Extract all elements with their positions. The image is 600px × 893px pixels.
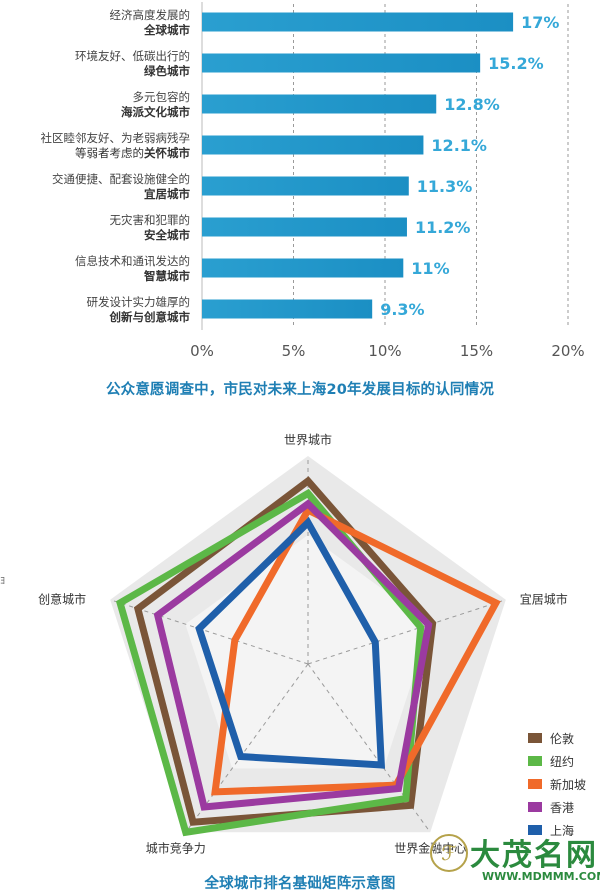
watermark-logo-icon: ℱ [430,834,468,872]
legend-swatch [528,756,542,766]
bar [202,299,373,319]
radar-series-新加坡 [211,505,501,796]
bar-value-label: 11.3% [417,177,473,196]
category-label-line2: 安全城市 [144,228,190,242]
bar [202,135,424,155]
radar-chart-panel: 世界城市 宜居城市 世界金融中心 城市竞争力 创意城市 伦敦 纽约 新加坡 香港 上海 [0,420,600,891]
legend-label: 伦敦 [550,731,574,746]
x-tick-label: 20% [551,342,584,360]
category-label-line2: 海派文化城市 [121,105,190,119]
category-label-line2: 等弱者考虑的关怀城市 [75,146,190,160]
radar-spoke [110,599,309,665]
bar [202,94,437,114]
category-label-line1: 交通便捷、配套设施健全的 [52,172,190,186]
bar [202,258,404,278]
legend-label: 纽约 [550,754,574,769]
legend-label: 新加坡 [550,777,586,792]
bar-value-label: 9.3% [380,300,424,319]
x-tick-label: 15% [460,342,493,360]
bar-value-label: 12.1% [431,136,487,155]
legend-label: 香港 [550,801,574,815]
watermark-url: WWW.MDMMM.COM [482,870,600,883]
watermark: ℱ 大茂名网 WWW.MDMMM.COM [430,830,600,888]
radar-axis-label: 城市竞争力 [146,840,206,855]
bar-value-label: 15.2% [488,54,544,73]
legend-swatch [528,825,542,835]
category-label-line1: 无灾害和犯罪的 [110,213,191,227]
bar-chart-title: 公众意愿调查中，市民对未来上海20年发展目标的认同情况 [105,382,495,398]
bar-value-label: 11% [411,259,449,278]
category-label-line1: 经济高度发展的 [110,8,191,22]
bar [202,53,481,73]
legend-swatch [528,802,542,812]
category-label-line2: 智慧城市 [144,269,190,283]
category-label-line1: 多元包容的 [133,90,191,104]
category-label-line2: 宜居城市 [144,187,190,201]
radar-spoke [307,663,431,833]
radar-axis-label: 宜居城市 [520,592,568,607]
radar-series-上海 [195,516,386,769]
category-label-line1: 社区睦邻友好、为老弱病残孕 [41,131,191,145]
legend-label: 上海 [550,823,574,838]
bar-value-label: 17% [521,13,559,32]
category-label-line1: 信息技术和通讯发达的 [75,254,190,268]
bar-chart-panel: 0% 5% 10% 15% 20% 17% 经济高度发展的 全球城市 15.2% 环境友好、低碳出… [0,0,600,410]
radar-chart-title: 全球城市排名基础矩阵示意图 [204,876,396,892]
radar-spoke [185,663,309,833]
radar-spoke [307,599,506,665]
category-label-line2: 全球城市 [143,23,190,37]
radar-background-inner [185,535,431,769]
radar-axis-label: 创意城市 [38,592,86,607]
edge-mark: ﾖ [0,576,5,587]
bar-value-label: 12.8% [444,95,500,114]
x-tick-label: 0% [190,342,214,360]
legend-swatch [528,733,542,743]
radar-series-香港 [153,499,433,811]
bar [202,12,514,32]
category-label-line2: 创新与创意城市 [109,310,191,324]
x-tick-label: 10% [368,342,401,360]
bar [202,176,409,196]
x-tick-label: 5% [282,342,306,360]
bar-value-label: 11.2% [415,218,471,237]
watermark-name: 大茂名网 [470,838,598,873]
bar [202,217,407,237]
radar-series-纽约 [115,488,425,837]
category-label-line1: 环境友好、低碳出行的 [75,49,190,63]
legend-swatch [528,779,542,789]
category-label-line2: 绿色城市 [144,64,190,78]
radar-axis-label: 世界城市 [284,432,332,447]
category-label-line1: 研发设计实力雄厚的 [87,295,191,309]
